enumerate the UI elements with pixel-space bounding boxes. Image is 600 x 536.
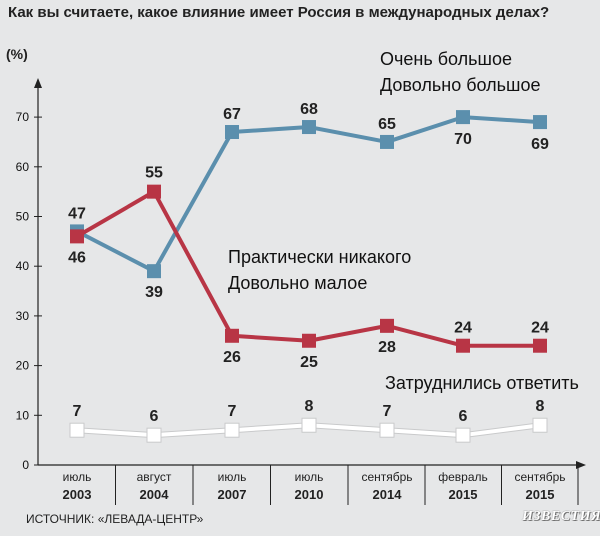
series-large-influence-marker [380,134,394,149]
series-undecided-value: 7 [383,403,392,420]
x-tick-label-year: 2015 [449,487,478,502]
series-small-influence-value: 28 [378,339,396,356]
series-undecided-value: 7 [73,403,82,420]
series-small-influence-marker [147,184,161,199]
series-small-influence-value: 24 [531,320,549,337]
series-large-influence-value: 69 [531,136,549,153]
y-tick-label: 10 [16,408,30,422]
x-tick-label-month: август [137,470,172,484]
x-tick-label-month: сентябрь [361,470,412,484]
series-small-influence-marker [533,338,547,353]
y-tick-label: 20 [16,359,30,373]
x-tick-label-month: сентябрь [514,470,565,484]
izvestia-logo: ИЗВЕСТИЯ [522,509,600,524]
series-large-influence-marker [225,125,239,140]
series-large-influence-label: Довольно большое [380,75,540,95]
series-small-influence-marker [302,333,316,348]
series-small-influence-marker [70,229,84,244]
y-tick-label: 0 [22,458,29,472]
series-small-influence-marker [380,318,394,333]
series-small-influence-value: 55 [145,165,163,182]
y-axis-unit: (%) [6,46,28,62]
y-tick-label: 70 [16,110,30,124]
source-note: ИСТОЧНИК: «ЛЕВАДА-ЦЕНТР» [26,512,204,526]
series-large-influence-marker [533,115,547,130]
series-undecided-marker [69,422,85,438]
series-small-influence-label: Довольно малое [228,273,367,293]
series-undecided-value: 6 [459,408,468,425]
series-undecided-value: 6 [150,408,159,425]
x-tick-label-year: 2004 [140,487,170,502]
series-undecided-marker [532,417,548,433]
series-large-influence-value: 65 [378,116,396,133]
series-undecided-marker [224,422,240,438]
series-small-influence-value: 46 [68,249,86,266]
series-undecided-value: 7 [228,403,237,420]
chart-title: Как вы считаете, какое влияние имеет Рос… [8,4,550,21]
series-small-influence-value: 25 [300,354,318,371]
x-tick-label-month: февраль [438,470,488,484]
series-undecided-value: 8 [305,398,314,415]
series-large-influence-marker [302,120,316,135]
series-large-influence-value: 68 [300,101,318,118]
series-undecided-marker [379,422,395,438]
series-large-influence-value: 70 [454,131,472,148]
y-tick-label: 40 [16,259,30,273]
x-tick-label-month: июль [63,470,92,484]
series-undecided-marker [301,417,317,433]
series-large-influence-value: 67 [223,106,241,123]
x-tick-label-year: 2010 [295,487,324,502]
x-tick-label-month: июль [295,470,324,484]
series-large-influence-value: 39 [145,284,163,301]
series-large-influence-marker [456,110,470,125]
y-tick-label: 60 [16,160,30,174]
series-large-influence-value: 47 [68,205,86,222]
series-undecided-value: 8 [536,398,545,415]
x-tick-label-year: 2007 [218,487,247,502]
series-undecided-marker [455,427,471,443]
x-tick-label-year: 2003 [63,487,92,502]
series-undecided-label: Затруднились ответить [385,373,579,393]
series-small-influence-label: Практически никакого [228,247,411,267]
series-small-influence-marker [225,328,239,343]
y-axis-arrow [34,78,42,88]
x-tick-label-year: 2014 [373,487,403,502]
y-tick-label: 50 [16,210,30,224]
x-tick-label-month: июль [218,470,247,484]
series-large-influence-marker [147,264,161,279]
y-tick-label: 30 [16,309,30,323]
series-small-influence-value: 24 [454,320,472,337]
series-small-influence-value: 26 [223,349,241,366]
series-small-influence-marker [456,338,470,353]
x-tick-label-year: 2015 [526,487,555,502]
series-large-influence-label: Очень большое [380,49,512,69]
series-undecided-marker [146,427,162,443]
